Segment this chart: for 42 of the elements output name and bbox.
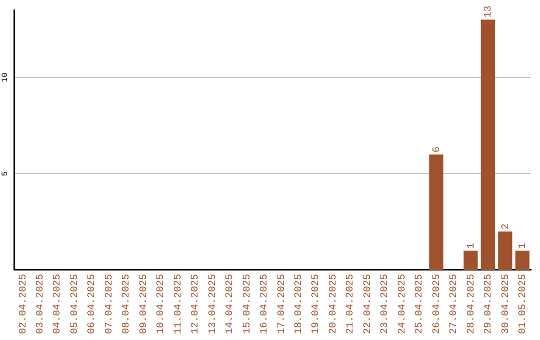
x-tick-label: 07.04.2025 — [104, 274, 116, 334]
x-tick-label: 13.04.2025 — [208, 274, 219, 334]
data-label: 6 — [432, 146, 443, 152]
x-tick-label: 30.04.2025 — [500, 274, 512, 334]
x-tick-label: 01.05.2025 — [518, 274, 530, 334]
data-label: 13 — [484, 6, 495, 18]
x-tick-label: 26.04.2025 — [432, 274, 443, 334]
bar — [464, 250, 478, 270]
x-tick-label: 15.04.2025 — [242, 274, 254, 334]
x-tick-label: 28.04.2025 — [466, 274, 478, 334]
y-tick-label: 5 — [1, 171, 10, 176]
data-label: 2 — [500, 223, 512, 230]
x-tick-label: 06.04.2025 — [87, 274, 98, 334]
x-tick-label: 08.04.2025 — [122, 274, 133, 334]
x-tick-label: 14.04.2025 — [225, 274, 236, 334]
x-tick-label: 04.04.2025 — [52, 274, 64, 334]
bar — [515, 250, 530, 270]
x-tick-label: 25.04.2025 — [414, 274, 426, 334]
x-tick-label: 21.04.2025 — [346, 274, 357, 334]
x-tick-label: 17.04.2025 — [276, 274, 288, 334]
data-label: 1 — [518, 242, 530, 249]
bar — [480, 20, 495, 270]
x-tick-label: 29.04.2025 — [484, 274, 495, 334]
x-tick-label: 22.04.2025 — [362, 274, 374, 334]
x-tick-label: 19.04.2025 — [311, 274, 322, 334]
bar — [498, 231, 512, 270]
x-tick-label: 23.04.2025 — [380, 274, 392, 334]
x-tick-label: 03.04.2025 — [35, 274, 46, 334]
x-tick-label: 05.04.2025 — [70, 274, 81, 334]
x-tick-label: 10.04.2025 — [156, 274, 168, 334]
x-tick-label: 18.04.2025 — [294, 274, 305, 334]
data-label: 1 — [466, 242, 478, 249]
x-tick-label: 20.04.2025 — [328, 274, 340, 334]
x-tick-label: 12.04.2025 — [190, 274, 202, 334]
x-tick-label: 16.04.2025 — [260, 274, 271, 334]
bar — [429, 154, 444, 270]
x-tick-label: 02.04.2025 — [18, 274, 30, 334]
x-tick-label: 11.04.2025 — [173, 274, 184, 334]
x-tick-label: 27.04.2025 — [449, 274, 460, 334]
x-tick-label: 24.04.2025 — [397, 274, 408, 334]
y-tick-label: 10 — [1, 72, 10, 82]
x-tick-label: 09.04.2025 — [138, 274, 150, 334]
